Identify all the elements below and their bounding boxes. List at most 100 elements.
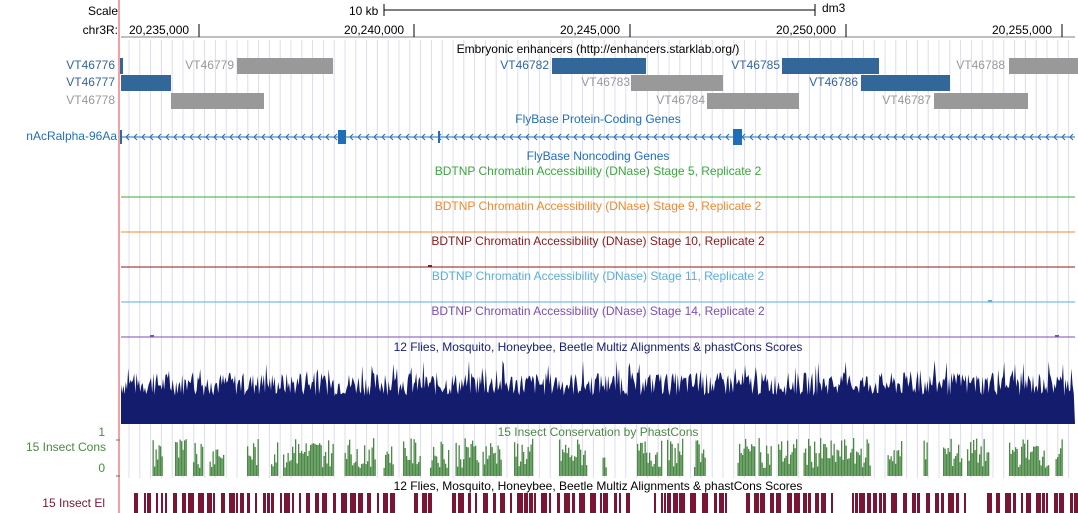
phastcons-bar — [980, 446, 982, 476]
enhancer-label[interactable]: VT46777 — [66, 75, 115, 89]
phastcons-bar — [526, 459, 528, 476]
phastcons-bar — [805, 448, 807, 476]
phastcons-bar — [179, 439, 181, 476]
enhancer-box[interactable] — [552, 58, 646, 74]
phastcons-bar — [328, 440, 330, 476]
conserved-element — [673, 493, 678, 513]
enhancer-box[interactable] — [237, 58, 333, 74]
enhancer-box[interactable] — [120, 58, 123, 74]
phastcons-bar — [247, 446, 249, 476]
phastcons-bar — [856, 451, 858, 476]
phastcons-bar — [895, 463, 897, 476]
strand-arrow — [909, 133, 914, 141]
phastcons-bar — [403, 441, 405, 476]
phastcons-bar — [982, 466, 984, 476]
conserved-element — [746, 493, 750, 513]
enhancer-box[interactable] — [1009, 58, 1078, 74]
phastcons-bar — [791, 452, 793, 476]
phastcons-bar — [196, 453, 198, 476]
strand-arrow — [789, 133, 794, 141]
phastcons-bar — [478, 462, 480, 476]
enhancer-label[interactable]: VT46782 — [500, 58, 549, 72]
strand-arrow — [885, 133, 890, 141]
conserved-element — [367, 493, 371, 513]
phastcons-bar — [764, 467, 766, 476]
phastcons-bar — [847, 459, 849, 476]
conserved-element — [661, 493, 663, 513]
phastcons-bar — [365, 464, 367, 476]
enhancer-label[interactable]: VT46788 — [956, 58, 1005, 72]
enhancer-label[interactable]: VT46786 — [809, 75, 858, 89]
strand-arrow — [949, 133, 954, 141]
phastcons-bar — [1012, 449, 1014, 476]
enhancer-box[interactable] — [631, 75, 723, 91]
enhancer-label[interactable]: VT46778 — [66, 93, 115, 107]
phastcons-bar — [286, 462, 288, 476]
enhancer-box[interactable] — [861, 75, 950, 91]
phastcons-bar — [961, 458, 963, 476]
phastcons-bar — [472, 440, 474, 476]
phastcons-bar — [415, 442, 417, 476]
elements-side-label[interactable]: 15 Insect El — [42, 496, 105, 510]
phastcons-side-label[interactable]: 15 Insect Cons — [25, 440, 106, 454]
gene-exon — [338, 130, 346, 144]
enhancer-box[interactable] — [782, 58, 879, 74]
phastcons-bar — [848, 458, 850, 476]
phastcons-bar — [779, 449, 781, 476]
strand-arrow — [1061, 133, 1066, 141]
strand-arrow — [221, 133, 226, 141]
phastcons-bar — [949, 451, 951, 476]
phastcons-bar — [955, 456, 957, 476]
strand-arrow — [765, 133, 770, 141]
conserved-element — [144, 493, 146, 513]
phastcons-track-title: 15 Insect Conservation by PhastCons — [497, 425, 699, 439]
conserved-element — [1013, 493, 1016, 513]
phastcons-bar — [494, 452, 496, 476]
phastcons-bar — [569, 457, 571, 476]
phastcons-bar — [745, 438, 747, 476]
conserved-element — [315, 493, 319, 513]
enhancer-box[interactable] — [171, 93, 264, 109]
conserved-element — [207, 493, 212, 513]
phastcons-bar — [650, 460, 652, 476]
phastcons-bar — [308, 450, 310, 476]
enhancer-label[interactable]: VT46785 — [731, 58, 780, 72]
phastcons-bar — [460, 459, 462, 476]
phastcons-bar — [463, 459, 465, 476]
enhancer-label[interactable]: VT46784 — [656, 93, 705, 107]
phastcons-bar — [782, 461, 784, 476]
elements-track-title: 12 Flies, Mosquito, Honeybee, Beetle Mul… — [393, 479, 803, 493]
phastcons-bar — [178, 457, 180, 476]
enhancer-box[interactable] — [121, 75, 171, 91]
phastcons-bar — [649, 452, 651, 476]
enhancer-label[interactable]: VT46787 — [882, 93, 931, 107]
conserved-element — [299, 493, 301, 513]
phastcons-bar — [431, 460, 433, 476]
strand-arrow — [541, 133, 546, 141]
phastcons-bar — [385, 454, 387, 476]
enhancer-box[interactable] — [934, 93, 1028, 109]
enhancer-label[interactable]: VT46776 — [66, 58, 115, 72]
strand-arrow — [621, 133, 626, 141]
phastcons-bar — [256, 465, 258, 476]
phastcons-bar — [320, 445, 322, 476]
gene-name-label[interactable]: nAcRalpha-96Aa — [26, 129, 117, 143]
strand-arrow — [453, 133, 458, 141]
enhancer-label[interactable]: VT46779 — [185, 58, 234, 72]
enhancer-box[interactable] — [707, 93, 799, 109]
phastcons-bar — [826, 447, 828, 476]
phastcons-bar — [767, 453, 769, 476]
enhancer-label[interactable]: VT46783 — [581, 75, 630, 89]
phastcons-bar — [695, 440, 697, 476]
phastcons-bar — [283, 454, 285, 476]
conserved-element — [534, 493, 536, 513]
strand-arrow — [173, 133, 178, 141]
assembly-label: dm3 — [822, 1, 846, 15]
conserved-element — [619, 493, 621, 513]
phastcons-bar — [344, 452, 346, 476]
phastcons-bar — [865, 457, 867, 476]
phastcons-bar — [476, 460, 478, 476]
phastcons-bar — [290, 460, 292, 476]
